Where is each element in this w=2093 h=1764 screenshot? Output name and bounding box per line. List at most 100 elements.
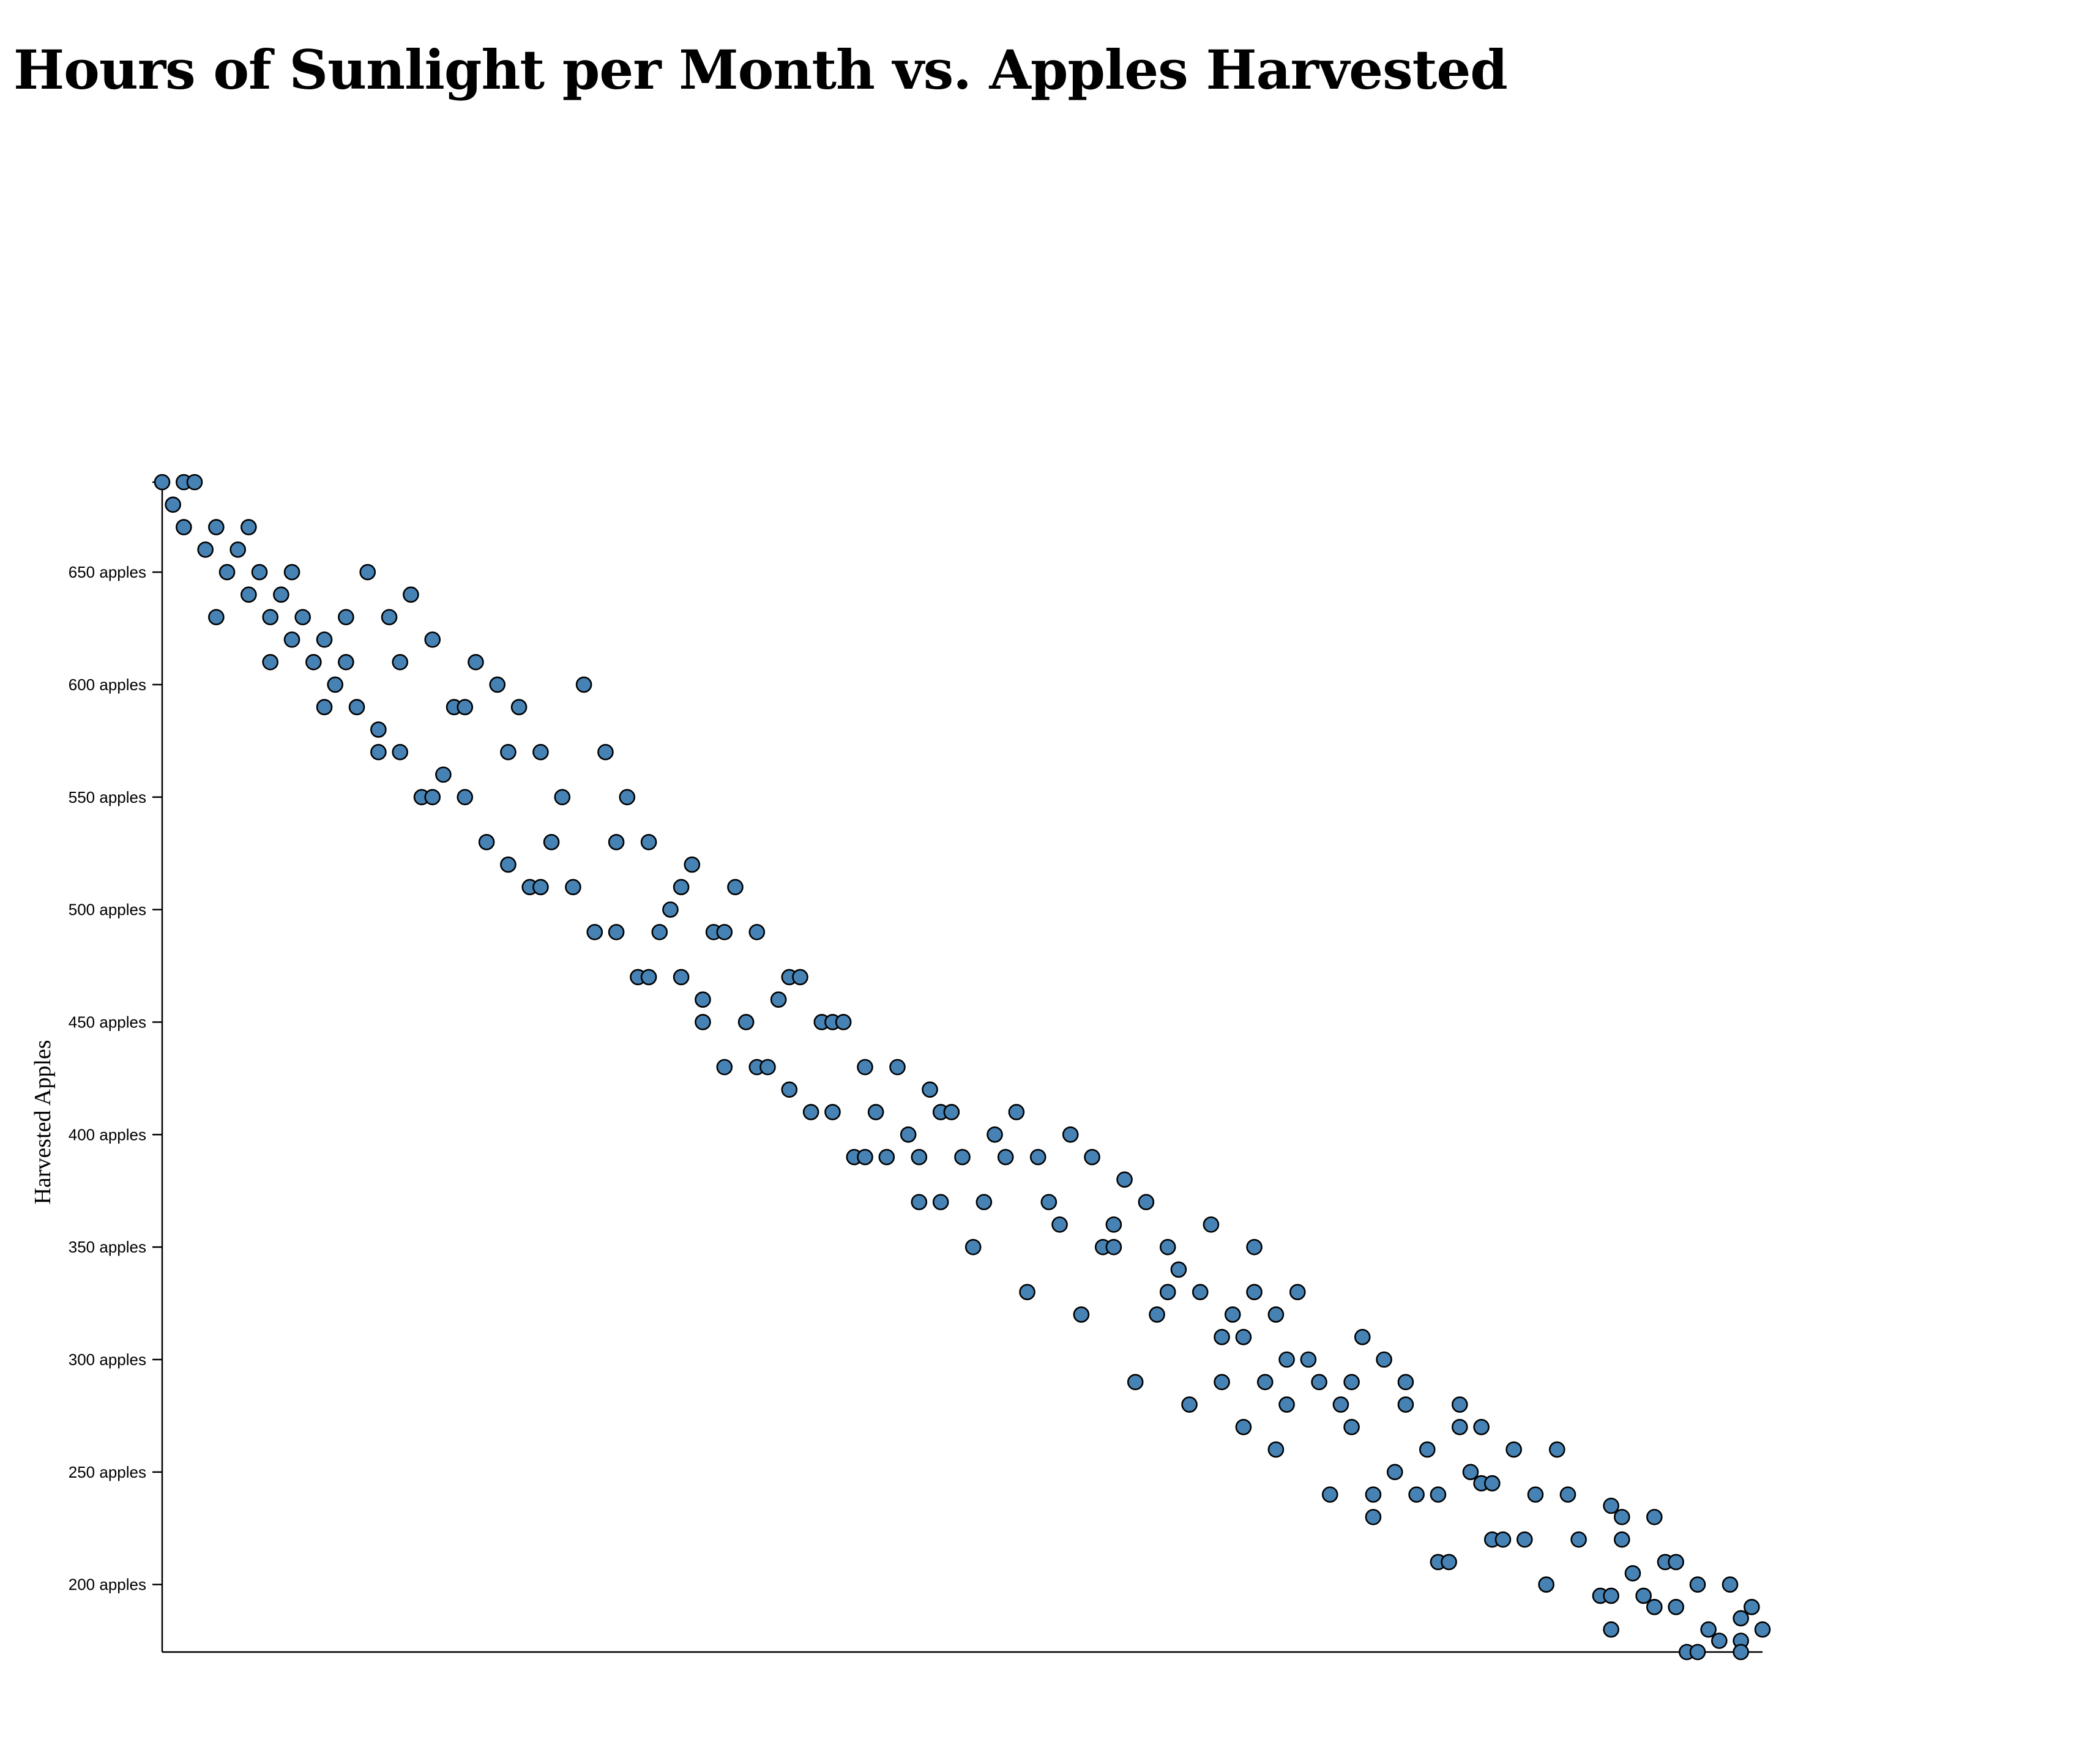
y-tick-label: 500 apples bbox=[69, 901, 146, 919]
data-point bbox=[305, 653, 322, 671]
data-point bbox=[673, 969, 690, 986]
data-point bbox=[586, 924, 603, 940]
data-point bbox=[1246, 1238, 1263, 1256]
data-point bbox=[1744, 1599, 1760, 1615]
data-point bbox=[1754, 1621, 1771, 1638]
data-point bbox=[1040, 1194, 1058, 1210]
data-point bbox=[619, 789, 636, 806]
data-point bbox=[1343, 1374, 1360, 1391]
data-point bbox=[381, 609, 398, 625]
data-point bbox=[1614, 1531, 1630, 1548]
data-point bbox=[316, 631, 333, 648]
data-point bbox=[911, 1148, 928, 1166]
data-point bbox=[640, 969, 657, 986]
y-tick-label: 350 apples bbox=[69, 1238, 146, 1256]
data-point bbox=[1473, 1419, 1490, 1435]
data-point bbox=[997, 1148, 1014, 1166]
data-point bbox=[294, 609, 311, 625]
data-point bbox=[1570, 1531, 1587, 1548]
data-point bbox=[1278, 1351, 1295, 1368]
y-axis bbox=[152, 481, 163, 1652]
data-point bbox=[1451, 1419, 1468, 1435]
data-point bbox=[1483, 1475, 1501, 1492]
data-point bbox=[1700, 1621, 1717, 1638]
y-ticks: 200 apples 250 apples 300 apples 350 apples… bbox=[69, 563, 162, 1594]
data-point bbox=[1462, 1464, 1479, 1481]
data-point bbox=[1116, 1171, 1133, 1188]
data-point bbox=[1733, 1610, 1749, 1627]
data-point bbox=[1559, 1486, 1576, 1503]
data-point bbox=[759, 1059, 776, 1076]
data-point bbox=[1278, 1396, 1295, 1413]
data-point bbox=[1224, 1306, 1241, 1323]
data-point bbox=[1321, 1486, 1338, 1503]
data-point bbox=[987, 1126, 1003, 1143]
data-point bbox=[1214, 1328, 1230, 1345]
data-point bbox=[457, 789, 474, 806]
data-point bbox=[684, 856, 701, 873]
data-point bbox=[370, 721, 387, 738]
chart-title: Hours of Sunlight per Month vs. Apples H… bbox=[13, 38, 1508, 102]
data-point bbox=[1603, 1587, 1619, 1604]
data-point bbox=[1603, 1621, 1619, 1638]
data-point bbox=[737, 1014, 755, 1030]
data-point bbox=[1203, 1216, 1220, 1233]
data-point bbox=[241, 519, 257, 535]
data-point bbox=[262, 609, 278, 625]
data-point bbox=[1170, 1261, 1187, 1278]
data-point bbox=[640, 834, 657, 850]
data-point bbox=[283, 564, 300, 581]
data-point bbox=[954, 1148, 971, 1166]
data-point bbox=[424, 631, 441, 648]
data-point bbox=[457, 699, 474, 715]
data-point bbox=[857, 1148, 873, 1166]
data-point bbox=[1181, 1396, 1198, 1413]
data-point bbox=[176, 519, 192, 535]
data-point bbox=[748, 924, 766, 940]
y-tick-label: 250 apples bbox=[69, 1463, 146, 1481]
y-tick-label: 650 apples bbox=[69, 563, 146, 581]
data-point bbox=[1159, 1238, 1176, 1256]
data-point bbox=[1084, 1148, 1100, 1166]
data-point bbox=[1711, 1632, 1728, 1649]
y-tick-label: 200 apples bbox=[69, 1576, 146, 1594]
data-point bbox=[1668, 1599, 1684, 1615]
data-point bbox=[1419, 1441, 1436, 1458]
data-point bbox=[857, 1059, 873, 1076]
y-tick-label: 550 apples bbox=[69, 788, 146, 806]
data-point bbox=[1354, 1328, 1371, 1345]
data-point bbox=[1646, 1509, 1663, 1525]
data-point bbox=[1105, 1216, 1122, 1233]
data-point bbox=[532, 879, 549, 896]
data-point bbox=[229, 541, 246, 558]
data-point bbox=[500, 856, 517, 873]
data-point bbox=[651, 924, 668, 940]
data-point bbox=[251, 564, 268, 581]
data-point bbox=[911, 1194, 928, 1210]
data-point bbox=[575, 676, 592, 693]
data-point bbox=[1267, 1306, 1285, 1323]
data-point bbox=[597, 743, 614, 761]
data-point bbox=[1365, 1509, 1382, 1525]
data-point bbox=[932, 1194, 949, 1210]
data-point bbox=[727, 879, 744, 896]
data-point bbox=[273, 586, 289, 603]
data-point bbox=[165, 496, 181, 513]
data-point bbox=[770, 991, 787, 1008]
data-point bbox=[218, 564, 236, 581]
data-point bbox=[867, 1104, 884, 1120]
data-point bbox=[1689, 1643, 1706, 1661]
data-point bbox=[1029, 1148, 1046, 1166]
data-point bbox=[359, 564, 376, 581]
data-point bbox=[1332, 1396, 1349, 1413]
data-point bbox=[1494, 1531, 1512, 1548]
data-point bbox=[1246, 1284, 1263, 1300]
data-point bbox=[316, 699, 333, 715]
data-point bbox=[208, 609, 225, 625]
data-point bbox=[478, 834, 495, 850]
data-point bbox=[900, 1126, 917, 1143]
data-point bbox=[1149, 1306, 1165, 1323]
data-point bbox=[327, 676, 344, 693]
data-point bbox=[1397, 1396, 1414, 1413]
